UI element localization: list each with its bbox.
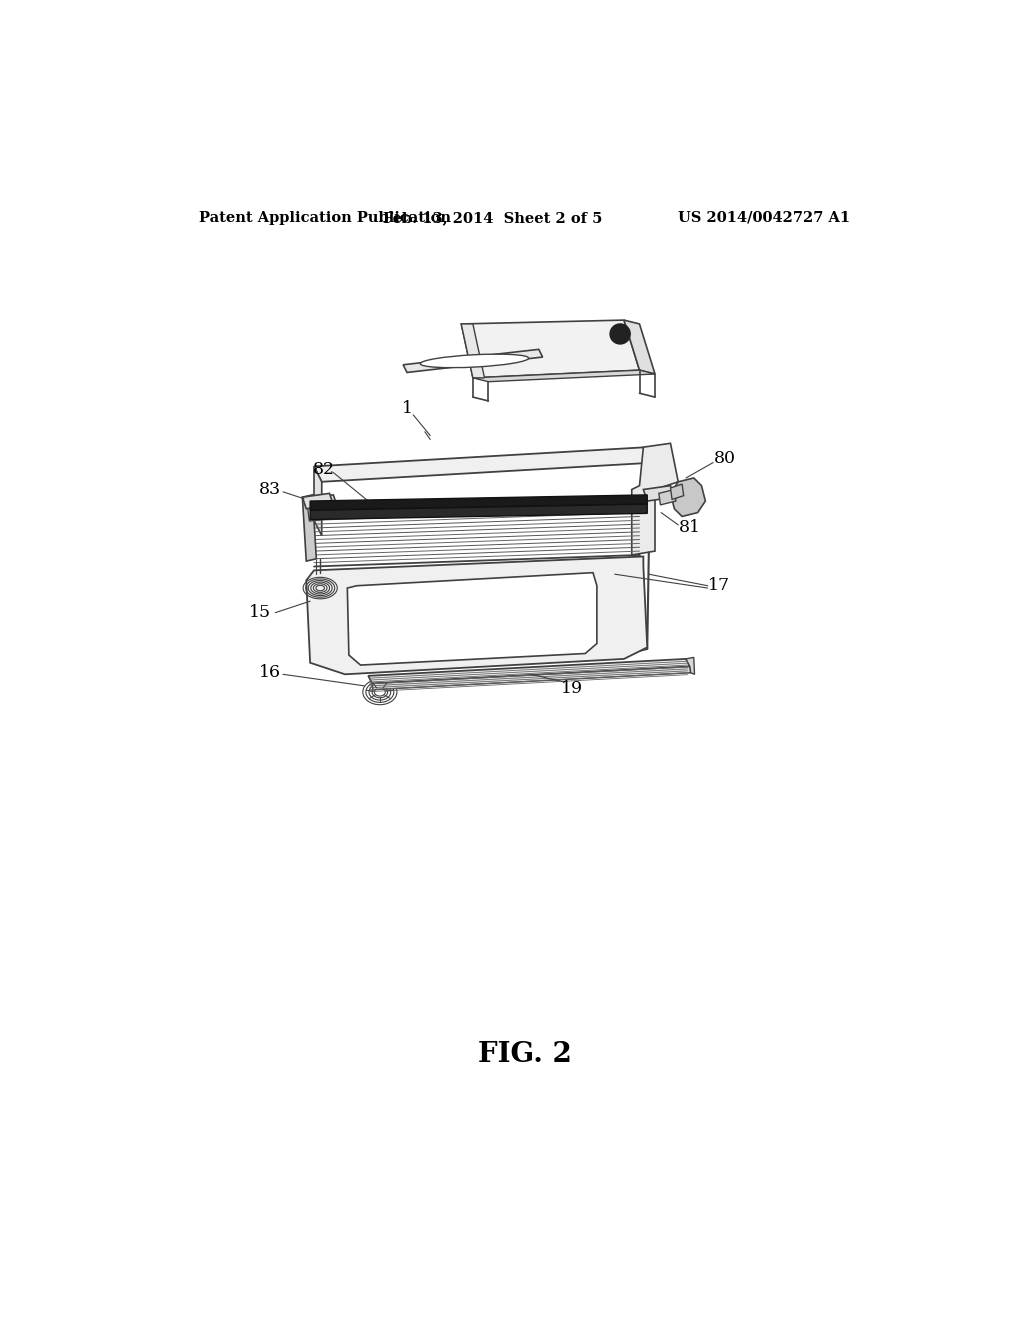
Polygon shape [686, 657, 694, 675]
Text: 81: 81 [679, 520, 700, 536]
Text: US 2014/0042727 A1: US 2014/0042727 A1 [678, 211, 850, 224]
Polygon shape [302, 495, 316, 561]
Polygon shape [643, 486, 675, 502]
Text: 17: 17 [709, 577, 730, 594]
Polygon shape [632, 444, 678, 554]
Polygon shape [310, 504, 647, 520]
Text: Feb. 13, 2014  Sheet 2 of 5: Feb. 13, 2014 Sheet 2 of 5 [383, 211, 603, 224]
Polygon shape [347, 573, 597, 665]
Text: 83: 83 [259, 480, 281, 498]
Text: FIG. 2: FIG. 2 [478, 1041, 571, 1068]
Polygon shape [671, 484, 684, 499]
Ellipse shape [420, 354, 528, 368]
Polygon shape [647, 447, 663, 462]
Polygon shape [461, 321, 640, 378]
Polygon shape [624, 321, 655, 374]
Polygon shape [372, 667, 690, 689]
Polygon shape [310, 495, 647, 511]
Polygon shape [308, 507, 330, 521]
Text: 82: 82 [313, 461, 335, 478]
Polygon shape [310, 495, 337, 508]
Text: 80: 80 [714, 450, 736, 467]
Polygon shape [314, 466, 322, 536]
Circle shape [610, 323, 630, 345]
Polygon shape [658, 490, 676, 506]
Text: 9: 9 [315, 510, 322, 519]
Text: 16: 16 [259, 664, 281, 681]
Polygon shape [369, 659, 690, 684]
Polygon shape [403, 350, 543, 372]
Polygon shape [461, 323, 484, 378]
Polygon shape [302, 494, 334, 508]
Polygon shape [473, 370, 655, 381]
Text: 1: 1 [401, 400, 413, 417]
Text: 19: 19 [561, 680, 583, 697]
Polygon shape [671, 478, 706, 516]
Polygon shape [314, 447, 655, 482]
Text: Patent Application Publication: Patent Application Publication [200, 211, 452, 224]
Polygon shape [306, 557, 647, 675]
Text: 15: 15 [249, 605, 270, 622]
